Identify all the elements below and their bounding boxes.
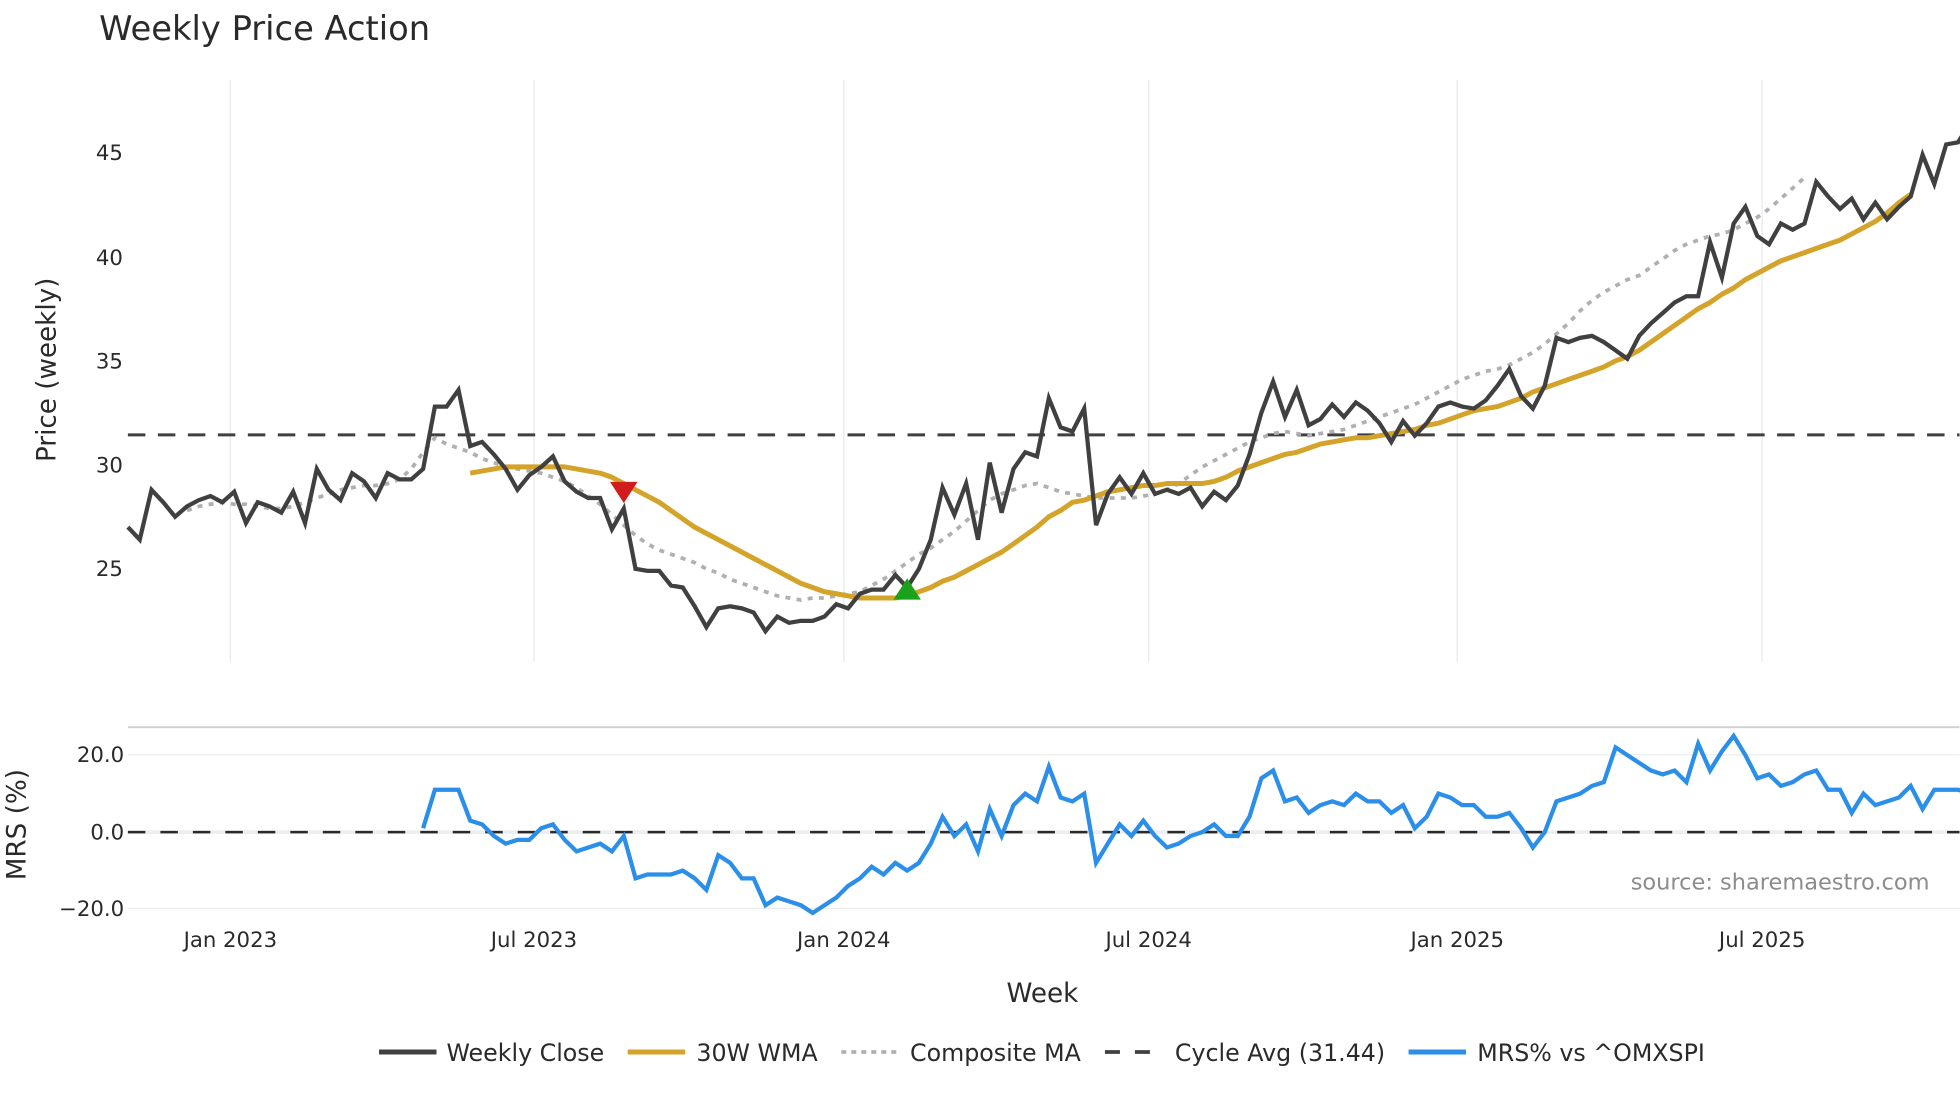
legend-label: 30W WMA xyxy=(696,1039,818,1067)
x-axis-title: Week xyxy=(1007,979,1080,1009)
legend-label: Cycle Avg (31.44) xyxy=(1175,1039,1385,1067)
legend-label: Weekly Close xyxy=(446,1039,604,1067)
price-tick-35: 35 xyxy=(96,350,123,375)
buy-signal-marker-icon xyxy=(893,578,921,600)
legend-item-weekly-close[interactable]: Weekly Close xyxy=(379,1039,604,1067)
weekly-close-line xyxy=(126,135,1960,635)
x-tick-jan-2025: Jan 2025 xyxy=(1409,928,1505,953)
sell-signal-marker-icon xyxy=(610,481,638,504)
chart-title: Weekly Price Action xyxy=(99,9,430,48)
x-tick-jul-2024: Jul 2024 xyxy=(1103,928,1191,953)
legend-item-cycle-avg[interactable]: Cycle Avg (31.44) xyxy=(1104,1039,1385,1067)
mrs-y-ticks: 20.0 0.0 −20.0 xyxy=(59,743,124,922)
source-annotation: source: sharemaestro.com xyxy=(1631,870,1930,896)
x-tick-jul-2025: Jul 2025 xyxy=(1717,928,1805,953)
legend-item-composite-ma[interactable]: Composite MA xyxy=(841,1039,1082,1067)
mrs-line xyxy=(421,732,1960,916)
price-tick-30: 30 xyxy=(96,453,123,478)
price-tick-45: 45 xyxy=(96,141,123,166)
legend-item-30w-wma[interactable]: 30W WMA xyxy=(627,1039,819,1067)
composite-ma-line xyxy=(186,176,1806,602)
price-y-ticks: 45 40 35 30 25 xyxy=(96,141,123,582)
signal-markers xyxy=(610,481,921,600)
price-tick-40: 40 xyxy=(96,246,123,271)
wma-30w-line xyxy=(469,192,1913,601)
mrs-tick-20: 20.0 xyxy=(77,743,124,768)
price-tick-25: 25 xyxy=(96,557,123,582)
price-vertical-gridlines xyxy=(229,79,1763,663)
x-tick-jan-2024: Jan 2024 xyxy=(795,928,891,953)
legend-label: Composite MA xyxy=(910,1039,1082,1067)
legend: Weekly Close 30W WMA Composite MA Cycle … xyxy=(379,1039,1705,1067)
price-axis-title: Price (weekly) xyxy=(32,278,62,462)
x-ticks: Jan 2023 Jul 2023 Jan 2024 Jul 2024 Jan … xyxy=(182,928,1806,953)
mrs-axis-title: MRS (%) xyxy=(2,769,32,880)
legend-item-mrs[interactable]: MRS% vs ^OMXSPI xyxy=(1408,1039,1705,1067)
mrs-tick-neg20: −20.0 xyxy=(59,897,124,922)
mrs-tick-0: 0.0 xyxy=(90,821,124,846)
x-tick-jan-2023: Jan 2023 xyxy=(182,928,278,953)
x-tick-jul-2023: Jul 2023 xyxy=(489,928,577,953)
legend-label: MRS% vs ^OMXSPI xyxy=(1477,1039,1705,1067)
